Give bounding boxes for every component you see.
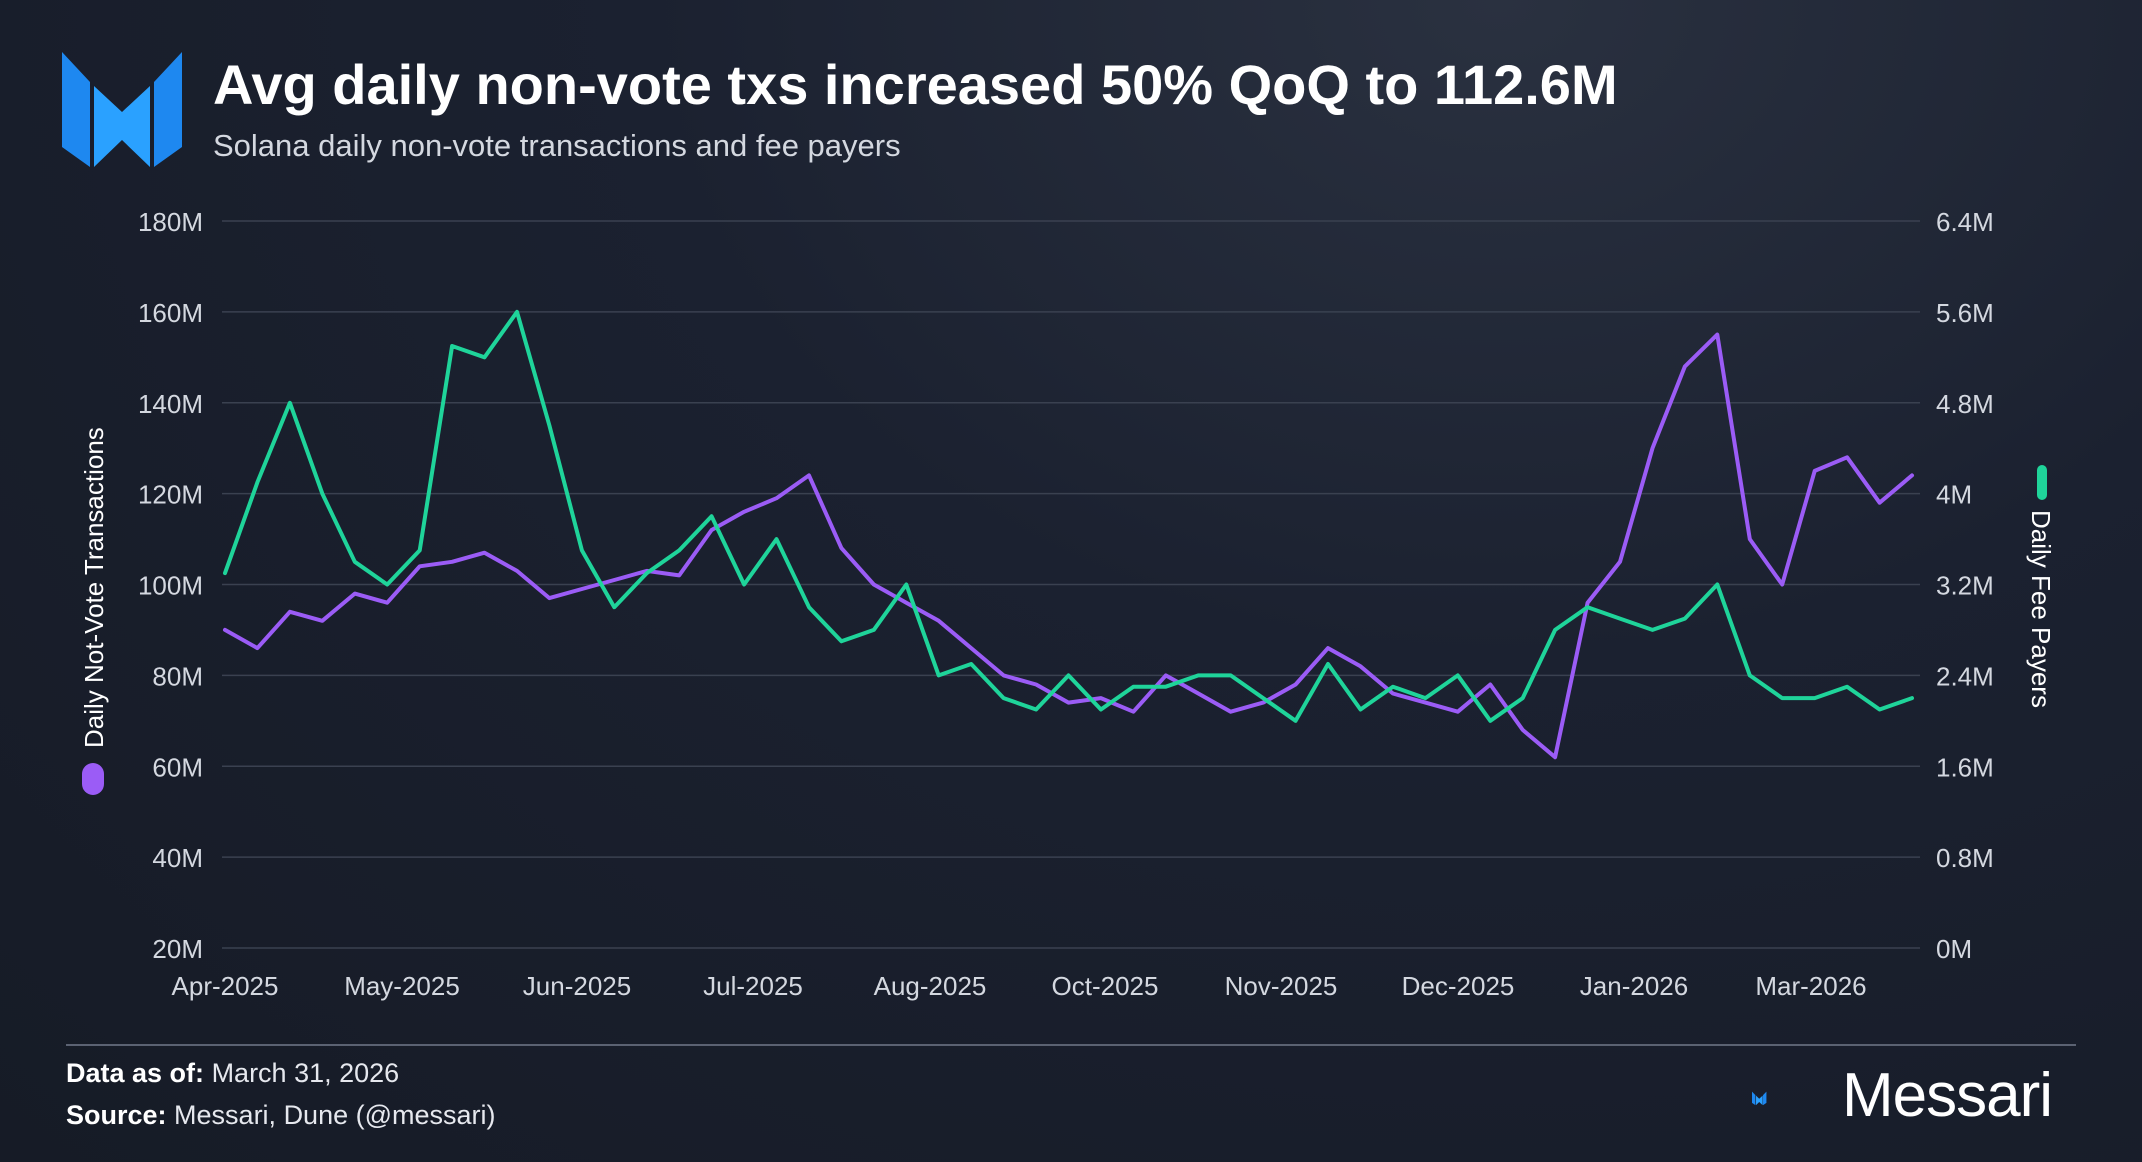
source-value: Messari, Dune (@messari) xyxy=(174,1100,496,1130)
series-line xyxy=(223,309,1914,723)
line-chart: 180M 160M 140M 120M 100M 80M 60M 40M 20M 6.4M 5.6… xyxy=(79,207,2056,1001)
series-layer xyxy=(223,309,1914,760)
x-tick-label: Jul-2025 xyxy=(703,971,803,1001)
x-tick-label: Jan-2026 xyxy=(1580,971,1688,1001)
right-tick-label: 1.6M xyxy=(1936,752,1994,782)
brand-logo-icon xyxy=(1752,1091,1767,1106)
right-axis-label: Daily Fee Payers xyxy=(2026,510,2056,708)
right-tick-label: 0.8M xyxy=(1936,843,1994,873)
x-tick-label: Apr-2025 xyxy=(172,971,279,1001)
right-tick-label: 5.6M xyxy=(1936,298,1994,328)
right-tick-label: 4M xyxy=(1936,480,1972,510)
right-tick-label: 6.4M xyxy=(1936,207,1994,237)
messari-logo-icon xyxy=(62,52,182,167)
left-tick-label: 20M xyxy=(152,934,203,964)
left-axis-ticks: 180M 160M 140M 120M 100M 80M 60M 40M 20M xyxy=(138,207,203,964)
right-axis-ticks: 6.4M 5.6M 4.8M 4M 3.2M 2.4M 1.6M 0.8M 0M xyxy=(1936,207,1994,964)
left-tick-label: 100M xyxy=(138,571,203,601)
source: Source: Messari, Dune (@messari) xyxy=(66,1100,496,1131)
right-tick-label: 3.2M xyxy=(1936,571,1994,601)
chart-subtitle: Solana daily non-vote transactions and f… xyxy=(213,128,901,163)
right-tick-label: 0M xyxy=(1936,934,1972,964)
grid-lines xyxy=(222,220,1920,949)
x-axis-ticks: Apr-2025 May-2025 Jun-2025 Jul-2025 Aug-2025… xyxy=(172,971,1867,1001)
right-axis-title: Daily Fee Payers xyxy=(2026,465,2056,708)
x-tick-label: May-2025 xyxy=(344,971,460,1001)
x-tick-label: Mar-2026 xyxy=(1755,971,1866,1001)
x-tick-label: Nov-2025 xyxy=(1225,971,1338,1001)
footer-divider xyxy=(66,1044,2076,1046)
left-tick-label: 120M xyxy=(138,480,203,510)
left-tick-label: 160M xyxy=(138,298,203,328)
right-tick-label: 2.4M xyxy=(1936,661,1994,691)
x-tick-label: Aug-2025 xyxy=(874,971,987,1001)
left-axis-title: Daily Not-Vote Transactions xyxy=(79,427,109,795)
chart-title: Avg daily non-vote txs increased 50% QoQ… xyxy=(213,53,1618,116)
brand-name: Messari xyxy=(1842,1061,2053,1130)
x-tick-label: Oct-2025 xyxy=(1052,971,1159,1001)
legend-marker-fee-payers xyxy=(2037,465,2047,500)
left-tick-label: 80M xyxy=(152,661,203,691)
source-label: Source: xyxy=(66,1100,167,1130)
left-tick-label: 60M xyxy=(152,752,203,782)
axis-titles: Daily Not-Vote Transactions Daily Fee Pay… xyxy=(79,427,2056,795)
left-axis-label: Daily Not-Vote Transactions xyxy=(79,427,109,748)
right-tick-label: 4.8M xyxy=(1936,389,1994,419)
left-tick-label: 140M xyxy=(138,389,203,419)
x-tick-label: Dec-2025 xyxy=(1402,971,1515,1001)
left-tick-label: 180M xyxy=(138,207,203,237)
x-tick-label: Jun-2025 xyxy=(523,971,631,1001)
data-as-of: Data as of: March 31, 2026 xyxy=(66,1058,399,1089)
left-tick-label: 40M xyxy=(152,843,203,873)
legend-marker-transactions xyxy=(82,763,104,795)
data-as-of-label: Data as of: xyxy=(66,1058,205,1088)
series-line xyxy=(223,332,1914,760)
data-as-of-value: March 31, 2026 xyxy=(211,1058,400,1088)
